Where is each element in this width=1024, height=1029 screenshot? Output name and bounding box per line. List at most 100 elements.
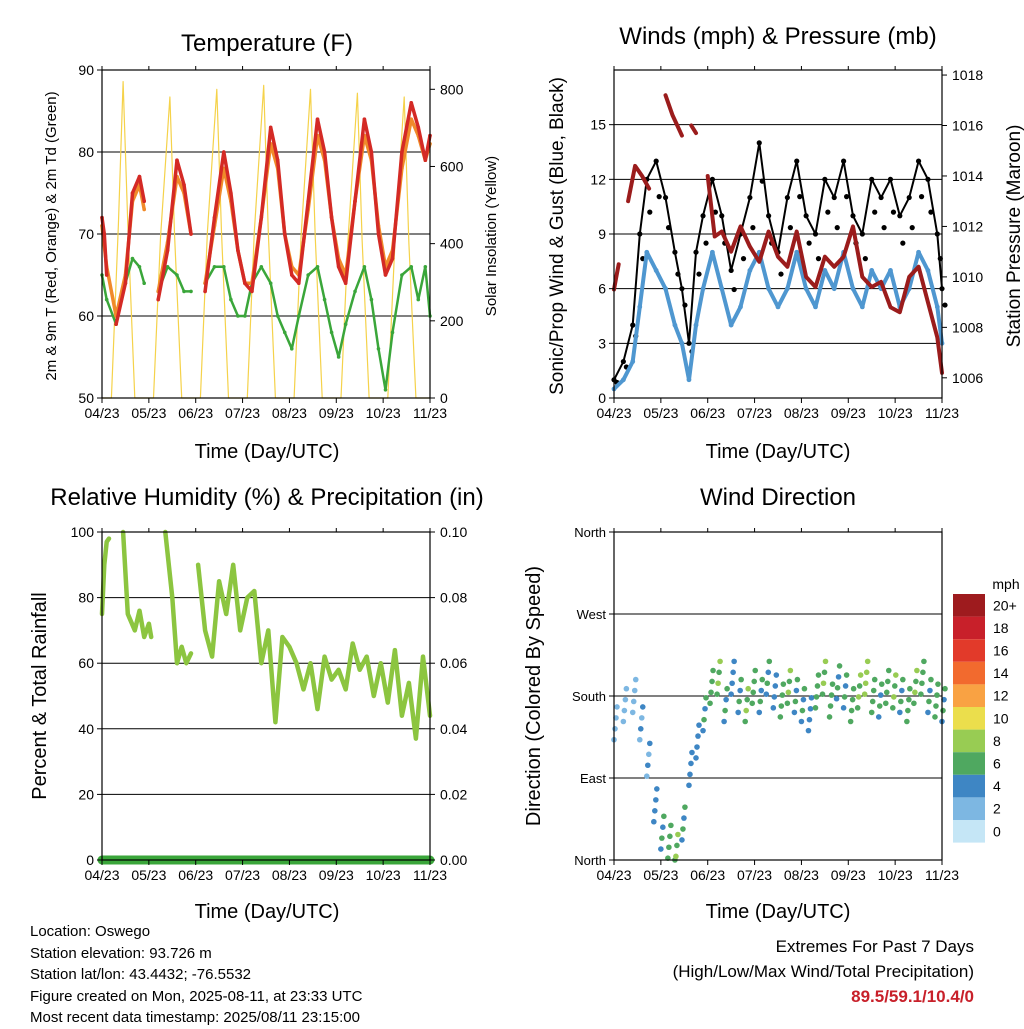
colorbar-title: mph: [992, 576, 1019, 592]
colorbar-label: 8: [993, 733, 1001, 749]
wind-point: [710, 249, 715, 255]
data-point: [416, 297, 421, 302]
y-tick-label: North: [574, 853, 606, 868]
direction-point: [695, 733, 701, 739]
latlon-text: Station lat/lon: 43.4432; -76.5532: [30, 966, 252, 983]
y-tick-label: 0: [598, 390, 606, 406]
x-tick-label: 10/23: [878, 867, 913, 883]
direction-point: [722, 707, 728, 714]
data-point: [182, 289, 186, 294]
direction-series: [611, 658, 948, 863]
direction-point: [820, 680, 827, 687]
x-tick-label: 08/23: [784, 867, 819, 883]
direction-point: [815, 672, 822, 678]
direction-point: [918, 691, 924, 697]
data-point: [259, 265, 264, 269]
x-tick-label: 10/23: [366, 405, 401, 421]
winds-ylabel-right: Station Pressure (Maroon): [1004, 125, 1024, 348]
colorbar-label: 12: [993, 688, 1009, 704]
direction-point: [882, 700, 889, 707]
data-point: [236, 314, 240, 318]
colorbar-swatch: [953, 797, 985, 820]
data-point: [289, 347, 294, 351]
humidity-axes: 0 20 40 60 80 100 0.00 0.02 0.04 0.06 0.08 0.10 04/2…: [71, 524, 468, 883]
direction-point: [798, 718, 805, 725]
direction-point: [742, 718, 748, 725]
direction-point: [766, 658, 773, 665]
direction-point: [855, 694, 862, 700]
wind-point: [803, 286, 809, 292]
colorbar-swatch: [953, 594, 985, 617]
y-tick-label: 70: [78, 226, 94, 242]
direction-point: [621, 707, 628, 714]
temperature-axes: 50 60 70 80 90 0 200 400 600 800 04/23 05/23 06/23 07…: [78, 62, 463, 421]
direction-point: [749, 700, 756, 707]
direction-point: [730, 669, 736, 676]
direction-point: [792, 698, 799, 705]
plot-frame: [613, 69, 943, 399]
gust-point: [900, 240, 906, 246]
direction-point: [666, 844, 672, 851]
wind-point: [663, 286, 668, 292]
wind-point: [916, 249, 921, 255]
gust-point: [918, 194, 925, 200]
data-point: [343, 281, 348, 286]
x-tick-label: 05/23: [131, 867, 166, 883]
pressure-line: [689, 123, 698, 136]
direction-point: [904, 718, 910, 725]
direction-point: [736, 698, 742, 705]
direction-point: [777, 714, 784, 720]
direction-point: [773, 672, 780, 678]
data-point: [165, 248, 170, 253]
direction-point: [751, 678, 758, 685]
extremes-subtitle: (High/Low/Max Wind/Total Precipitation): [672, 962, 974, 981]
direction-point: [723, 696, 729, 703]
wind-point: [794, 249, 800, 255]
direction-point: [717, 658, 723, 665]
direction-point: [709, 678, 715, 685]
direction-point: [785, 689, 792, 696]
direction-point: [737, 687, 743, 694]
x-tick-label: 08/23: [272, 867, 307, 883]
colorbar-label: 6: [993, 756, 1001, 772]
data-point: [212, 265, 217, 269]
wind-point: [831, 286, 837, 292]
direction-point: [707, 700, 713, 707]
direction-point: [914, 667, 920, 674]
gust-point: [942, 302, 948, 308]
direction-point: [622, 696, 629, 703]
direction-point: [772, 683, 779, 689]
pressure-line: [612, 262, 621, 292]
direction-point: [875, 714, 882, 720]
x-tick-label: 06/23: [690, 405, 725, 421]
direction-point: [808, 695, 815, 701]
direction-point: [822, 658, 829, 665]
gust-point: [806, 240, 812, 246]
x-tick-label: 09/23: [831, 867, 866, 883]
direction-point: [638, 715, 645, 721]
direction-point: [927, 687, 933, 694]
y2-tick-label: 1008: [952, 319, 983, 335]
x-tick-label: 05/23: [643, 405, 678, 421]
data-point: [329, 330, 334, 335]
gust-point: [881, 225, 887, 231]
elevation-text: Station elevation: 93.726 m: [30, 944, 212, 962]
colorbar-swatch: [953, 639, 985, 662]
wind-point: [747, 268, 753, 273]
direction-point: [905, 707, 911, 714]
location-text: Location: Oswego: [30, 923, 151, 940]
wind-point: [775, 304, 781, 310]
x-tick-label: 05/23: [131, 405, 166, 421]
x-tick-label: 10/23: [878, 405, 913, 421]
data-point: [222, 150, 226, 154]
direction-point: [848, 707, 855, 714]
direction-point: [878, 681, 885, 687]
x-tick-label: 09/23: [319, 405, 354, 421]
direction-point: [935, 681, 941, 687]
wind-point: [620, 377, 626, 383]
data-point: [243, 314, 247, 318]
direction-point: [623, 685, 630, 692]
winds-panel: Winds (mph) & Pressure (mb) 0 3 6 9 12 15 1006…: [547, 23, 1024, 463]
data-point: [102, 232, 107, 236]
